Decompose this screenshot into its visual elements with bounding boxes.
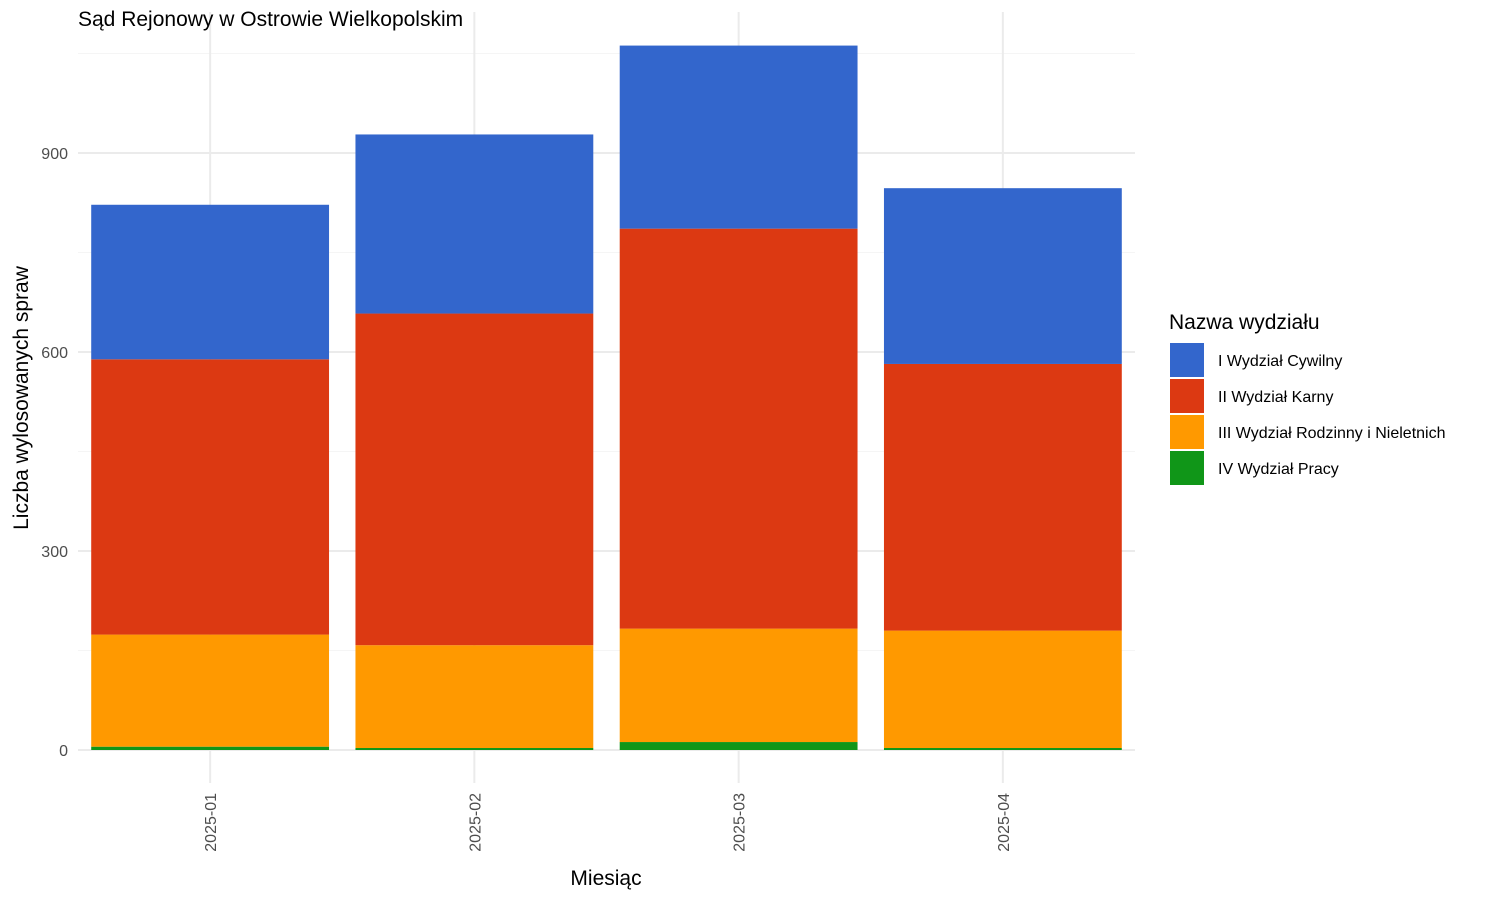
legend-key bbox=[1170, 343, 1204, 377]
bar-segment bbox=[883, 630, 1122, 749]
legend-title: Nazwa wydziału bbox=[1169, 311, 1320, 334]
bar-segment bbox=[91, 746, 330, 750]
legend: Nazwa wydziału I Wydział Cywilny II Wydzi… bbox=[1169, 311, 1446, 485]
legend-item: I Wydział Cywilny bbox=[1170, 343, 1342, 377]
bar-segment bbox=[355, 748, 594, 750]
bar-stack-2025-04 bbox=[883, 188, 1122, 750]
bar-segment bbox=[91, 204, 330, 360]
legend-label: I Wydział Cywilny bbox=[1218, 353, 1342, 370]
legend-label: IV Wydział Pracy bbox=[1218, 461, 1339, 478]
bar-segment bbox=[619, 228, 858, 629]
bar-stack-2025-01 bbox=[91, 204, 330, 750]
bar-segment bbox=[619, 45, 858, 229]
bar-segment bbox=[355, 134, 594, 314]
legend-label: II Wydział Karny bbox=[1218, 389, 1333, 406]
bar-segment bbox=[619, 742, 858, 750]
bar-segment bbox=[883, 188, 1122, 364]
legend-label: III Wydział Rodzinny i Nieletnich bbox=[1218, 425, 1446, 442]
bar-segment bbox=[355, 313, 594, 646]
chart-title: Sąd Rejonowy w Ostrowie Wielkopolskim bbox=[78, 8, 463, 31]
bar-stack-2025-03 bbox=[619, 45, 858, 750]
legend-key bbox=[1170, 451, 1204, 485]
legend-item: II Wydział Karny bbox=[1170, 379, 1333, 413]
legend-key bbox=[1170, 415, 1204, 449]
y-tick-label: 300 bbox=[41, 544, 68, 561]
legend-key bbox=[1170, 379, 1204, 413]
bar-segment bbox=[883, 748, 1122, 750]
bar-segment bbox=[883, 363, 1122, 631]
legend-items: I Wydział Cywilny II Wydział Karny III Wyd… bbox=[1170, 343, 1446, 485]
x-tick-label: 2025-03 bbox=[732, 793, 749, 852]
bar-segment bbox=[91, 634, 330, 747]
y-tick-label: 600 bbox=[41, 345, 68, 362]
x-tick-label: 2025-04 bbox=[996, 793, 1013, 852]
bar-segment bbox=[355, 645, 594, 749]
bar-stack-2025-02 bbox=[355, 134, 594, 750]
y-axis-ticks: 0 300 600 900 bbox=[41, 146, 68, 760]
x-axis-title: Miesiąc bbox=[570, 867, 641, 890]
y-tick-label: 0 bbox=[59, 743, 68, 760]
y-tick-label: 900 bbox=[41, 146, 68, 163]
legend-item: IV Wydział Pracy bbox=[1170, 451, 1339, 485]
bars bbox=[91, 45, 1122, 750]
x-tick-label: 2025-01 bbox=[203, 793, 220, 852]
bar-segment bbox=[91, 359, 330, 635]
y-axis-title: Liczba wylosowanych spraw bbox=[10, 265, 33, 530]
x-tick-label: 2025-02 bbox=[467, 793, 484, 852]
bar-segment bbox=[619, 628, 858, 743]
legend-item: III Wydział Rodzinny i Nieletnich bbox=[1170, 415, 1446, 449]
x-axis-ticks: 2025-01 2025-02 2025-03 2025-04 bbox=[203, 793, 1013, 852]
